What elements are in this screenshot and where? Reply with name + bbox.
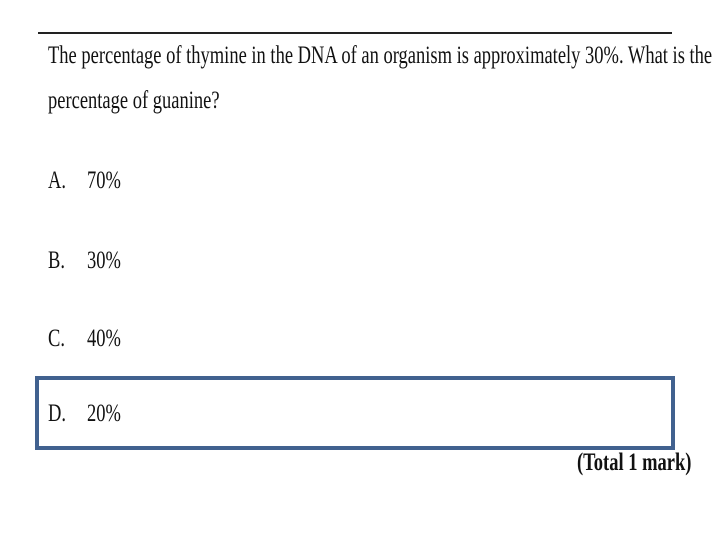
answer-highlight	[35, 376, 675, 450]
option-letter: A.	[48, 167, 66, 194]
option-letter: B.	[48, 247, 65, 274]
option-text: 20%	[87, 400, 121, 427]
question-line: percentage of guanine?	[48, 87, 220, 114]
option-letter: C.	[48, 325, 65, 352]
total-marks: (Total 1 mark)	[577, 449, 692, 476]
option-text: 40%	[87, 325, 121, 352]
option-text: 70%	[87, 167, 121, 194]
option-letter: D.	[48, 400, 66, 427]
top-rule	[38, 32, 672, 34]
question-line: The percentage of thymine in the DNA of …	[48, 42, 713, 69]
option-text: 30%	[87, 247, 121, 274]
